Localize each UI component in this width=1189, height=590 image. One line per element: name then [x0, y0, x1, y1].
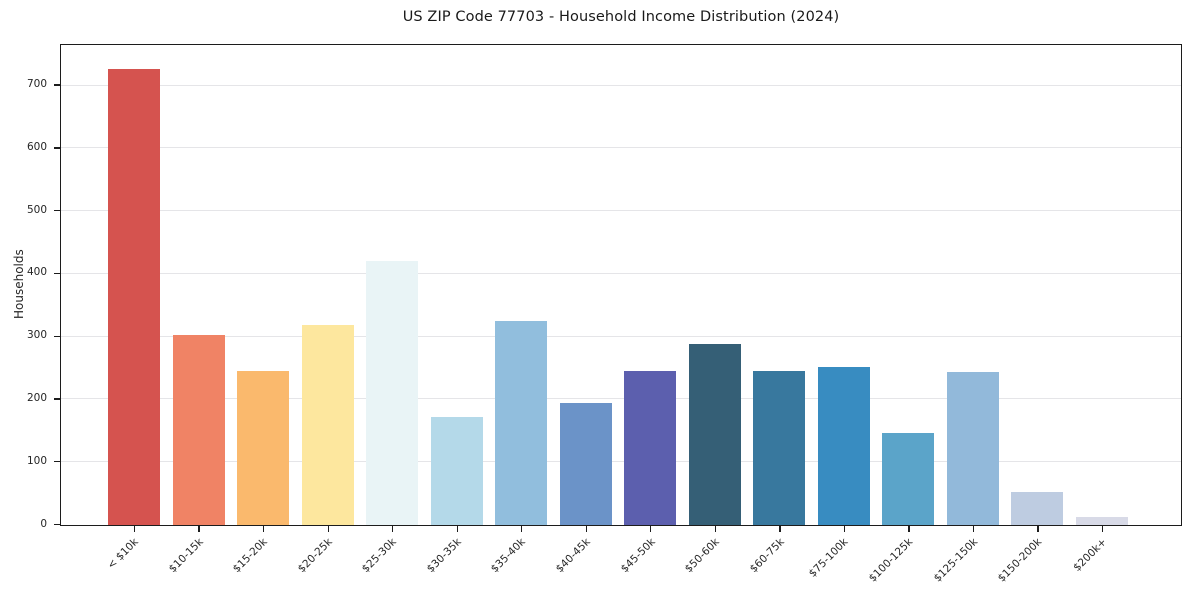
- y-tick-mark: [54, 84, 60, 86]
- bar-50-60k: [688, 344, 741, 525]
- gridline-y700: [61, 84, 1181, 86]
- y-tick-label: 700: [26, 78, 47, 91]
- y-tick-mark: [54, 461, 60, 463]
- y-tick-label: 100: [26, 454, 47, 467]
- x-tick-label: $15-20k: [230, 536, 271, 576]
- x-tick-mark: [714, 526, 716, 532]
- gridline-y100: [61, 461, 1181, 463]
- bar-45-50k: [624, 370, 677, 525]
- y-tick-mark: [54, 147, 60, 149]
- y-tick-label: 200: [26, 391, 47, 404]
- y-tick-mark: [54, 398, 60, 400]
- bar-75-100k: [817, 366, 870, 525]
- y-tick-label: 600: [26, 140, 47, 153]
- x-tick-mark: [843, 526, 846, 532]
- x-tick-label: $50-60k: [682, 536, 722, 576]
- x-tick-mark: [521, 526, 523, 532]
- bar-200k: [1076, 516, 1128, 525]
- x-tick-mark: [198, 526, 200, 532]
- x-tick-label: $75-100k: [807, 536, 851, 580]
- bar-20-25k: [301, 325, 354, 525]
- x-tick-mark: [972, 526, 975, 532]
- x-tick-label: $125-150k: [931, 536, 980, 585]
- x-tick-mark: [650, 526, 652, 532]
- x-tick-mark: [262, 526, 265, 532]
- x-tick-mark: [327, 526, 329, 532]
- y-tick-label: 400: [26, 266, 47, 279]
- x-tick-mark: [392, 526, 394, 532]
- bar-150-200k: [1011, 491, 1064, 525]
- gridline-y300: [61, 335, 1181, 337]
- y-tick-mark: [54, 523, 60, 526]
- x-tick-label: $35-40k: [489, 536, 529, 576]
- bar-25-30k: [366, 260, 419, 525]
- x-tick-label: < $10k: [105, 536, 141, 572]
- x-tick-label: $40-45k: [553, 536, 593, 576]
- y-axis-label: Households: [12, 249, 26, 319]
- y-tick-mark: [54, 272, 60, 275]
- x-tick-label: $45-50k: [618, 536, 658, 576]
- x-tick-label: $60-75k: [747, 536, 787, 576]
- x-tick-mark: [585, 526, 587, 532]
- bar-15-20k: [237, 371, 290, 525]
- bar-40-45k: [559, 402, 612, 525]
- gridline-y600: [61, 147, 1181, 149]
- gridline-y400: [61, 272, 1181, 274]
- gridline-y500: [61, 210, 1181, 212]
- x-tick-label: $200k+: [1071, 536, 1109, 574]
- y-tick-label: 300: [26, 329, 47, 342]
- x-tick-label: $25-30k: [360, 536, 400, 576]
- x-tick-label: $100-125k: [866, 536, 916, 585]
- x-tick-mark: [779, 526, 781, 532]
- plot-area: [60, 44, 1182, 526]
- y-tick-mark: [54, 335, 60, 337]
- x-tick-label: $10-15k: [166, 536, 206, 576]
- bar-10-15k: [172, 335, 225, 525]
- x-tick-mark: [456, 526, 458, 532]
- x-tick-label: $20-25k: [295, 536, 335, 576]
- bar-125-150k: [946, 372, 999, 525]
- x-tick-mark: [133, 526, 136, 532]
- x-tick-label: $30-35k: [424, 536, 464, 576]
- bar-30-35k: [430, 417, 483, 525]
- bar-100-125k: [882, 433, 935, 525]
- chart-title: US ZIP Code 77703 - Household Income Dis…: [402, 9, 840, 25]
- y-tick-mark: [54, 210, 60, 212]
- bar-60-75k: [753, 370, 806, 525]
- bar-35-40k: [495, 320, 548, 525]
- x-tick-mark: [1101, 526, 1104, 532]
- bar-10k: [108, 68, 160, 525]
- x-tick-label: $150-200k: [995, 536, 1045, 585]
- y-tick-label: 0: [40, 517, 47, 530]
- y-tick-label: 500: [26, 203, 47, 216]
- gridline-y200: [61, 398, 1181, 400]
- x-tick-mark: [908, 526, 910, 532]
- x-tick-mark: [1037, 526, 1039, 532]
